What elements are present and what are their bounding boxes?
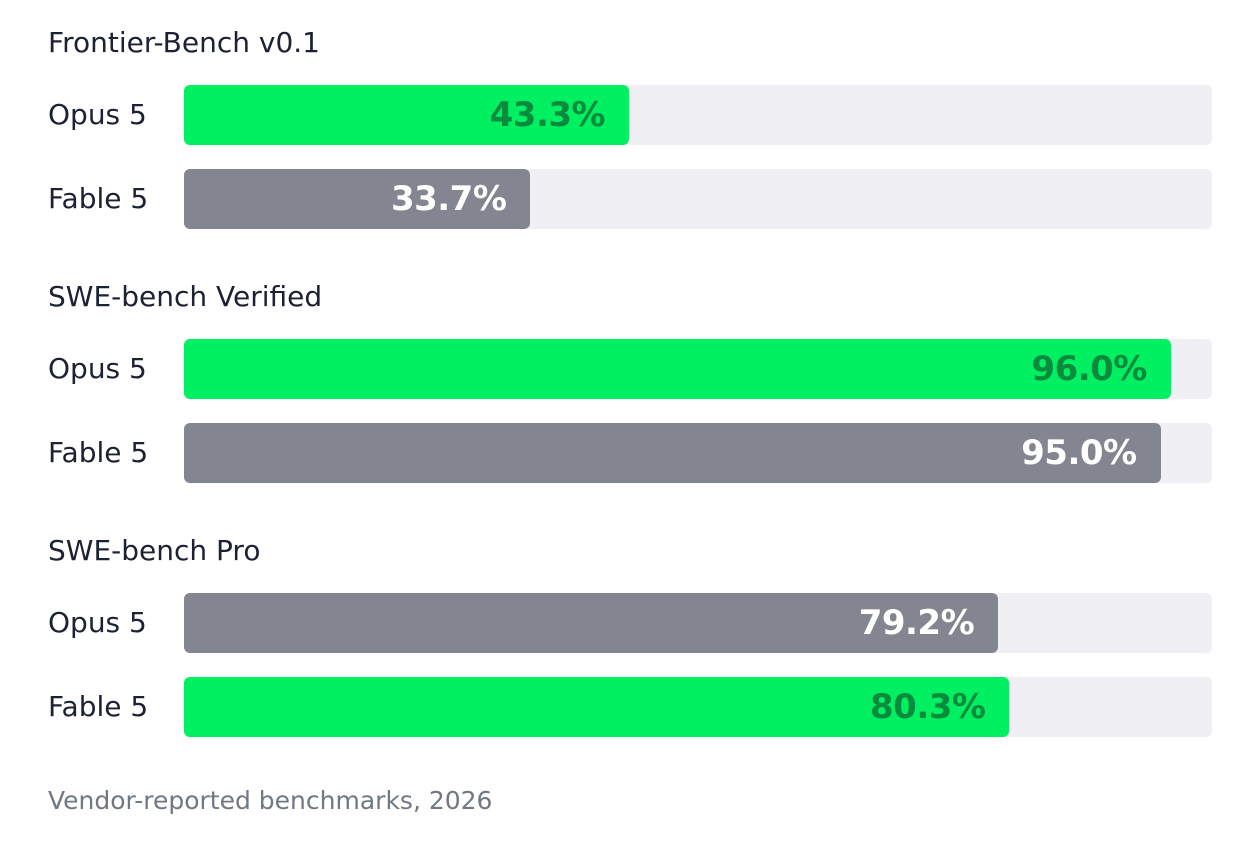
bar: 79.2%: [184, 593, 999, 653]
bar-value-label: 80.3%: [870, 687, 986, 727]
bar: 95.0%: [184, 423, 1161, 483]
chart-footnote: Vendor-reported benchmarks, 2026: [48, 786, 493, 815]
bar: 80.3%: [184, 677, 1010, 737]
benchmark-title: SWE-bench Pro: [48, 534, 261, 567]
bar-value-label: 96.0%: [1031, 349, 1147, 389]
model-label: Opus 5: [48, 98, 147, 131]
bar-value-label: 79.2%: [858, 603, 975, 643]
bar-value-label: 33.7%: [390, 179, 507, 219]
benchmark-title: SWE-bench Verified: [48, 280, 323, 313]
bar-value-label: 95.0%: [1021, 433, 1137, 473]
bar-track: 80.3%: [184, 677, 1212, 737]
bar-track: 95.0%: [184, 423, 1212, 483]
bar-track: 33.7%: [184, 169, 1212, 229]
benchmark-title: Frontier-Bench v0.1: [48, 26, 320, 59]
bar-track: 43.3%: [184, 85, 1212, 145]
bar: 43.3%: [184, 85, 630, 145]
model-label: Fable 5: [48, 182, 149, 215]
model-label: Fable 5: [48, 436, 149, 469]
model-label: Opus 5: [48, 606, 147, 639]
model-label: Fable 5: [48, 690, 149, 723]
bar: 96.0%: [184, 339, 1171, 399]
bar: 33.7%: [184, 169, 531, 229]
bar-track: 96.0%: [184, 339, 1212, 399]
model-label: Opus 5: [48, 352, 147, 385]
bar-track: 79.2%: [184, 593, 1212, 653]
bar-value-label: 43.3%: [489, 95, 606, 135]
